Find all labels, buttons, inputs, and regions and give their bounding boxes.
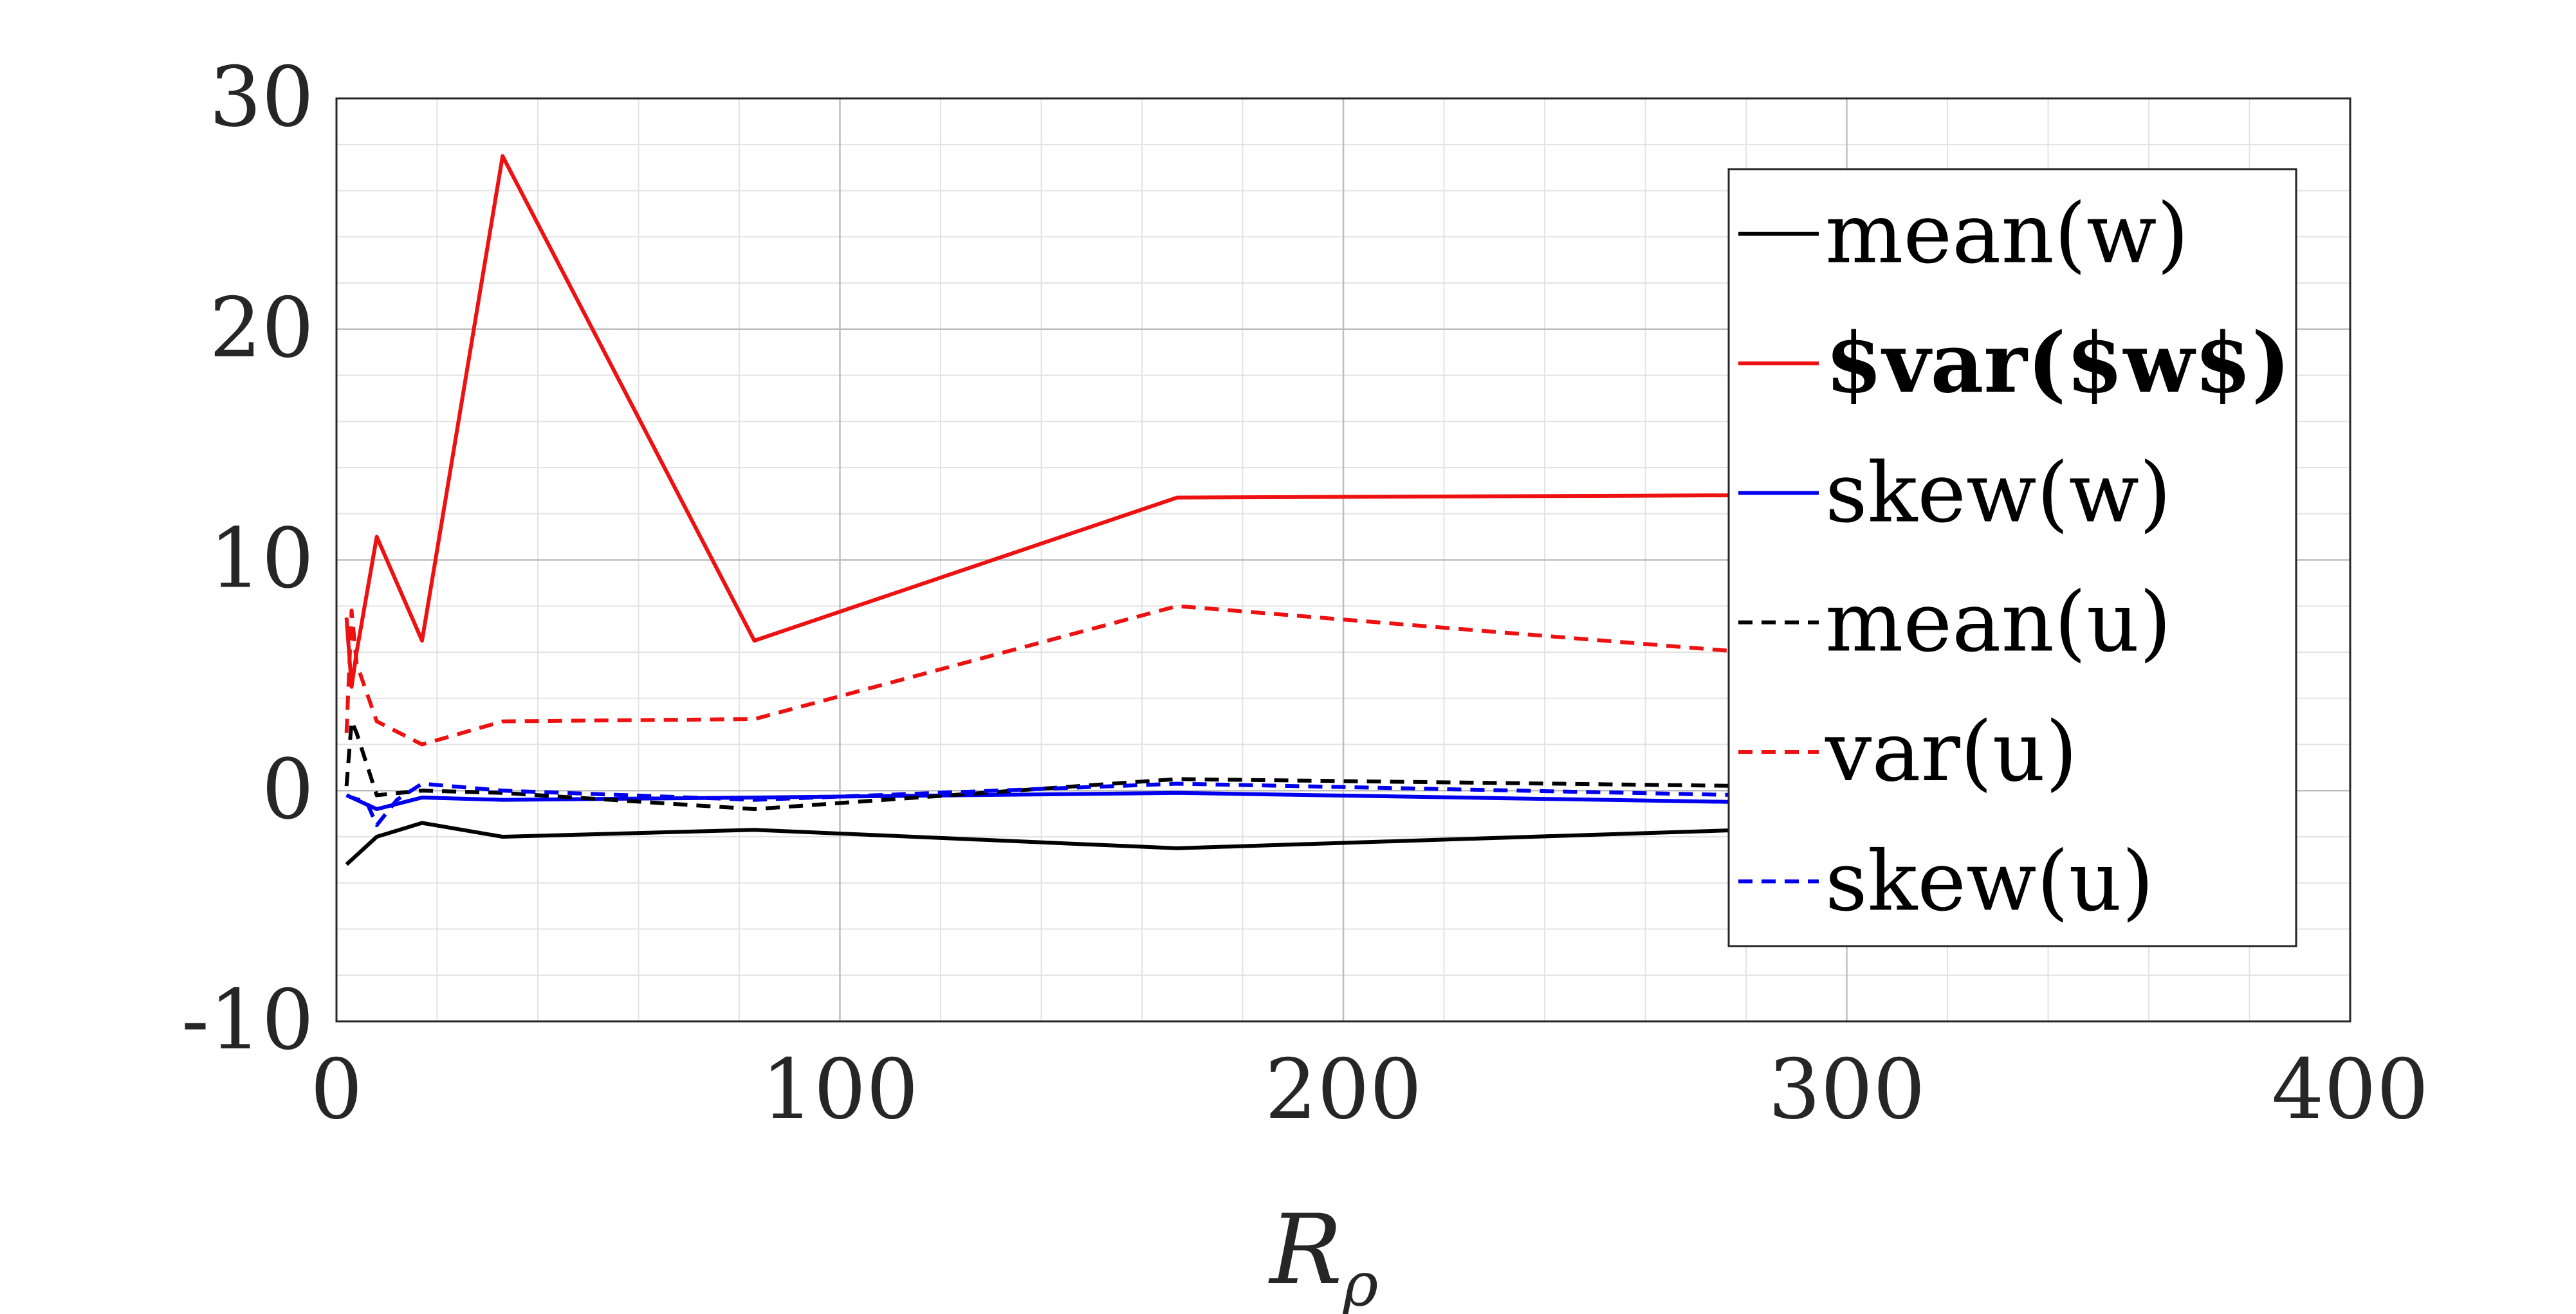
legend-label-4: mean(u) (1825, 575, 2171, 671)
x-tick-label: 0 (310, 1042, 362, 1138)
series-line-2 (344, 154, 1747, 689)
x-tick-label: 200 (1265, 1042, 1422, 1138)
y-tick-label: -10 (181, 972, 314, 1068)
x-axis-label-subscript: ρ (1342, 1250, 1379, 1314)
series-line-4 (344, 719, 1747, 811)
plot-frame (335, 97, 2351, 1023)
x-axis-label: Rρ (1268, 1194, 1379, 1314)
y-tick-label: 20 (209, 280, 314, 376)
series-line-6 (345, 781, 1747, 828)
legend-label-6: skew(u) (1825, 834, 2154, 929)
legend-label-1: mean(w) (1825, 187, 2189, 282)
legend-label-3: skew(w) (1825, 445, 2171, 541)
series-layer (344, 154, 1747, 866)
legend: mean(w) $var($w$) skew(w) mean(u) var(u) skew… (1727, 168, 2297, 947)
y-tick-label: 10 (209, 511, 314, 607)
legend-label-2: $var($w$) (1825, 315, 2290, 412)
x-tick-label: 400 (2272, 1042, 2429, 1138)
legend-box (1727, 168, 2297, 947)
x-axis-label-main: R (1268, 1194, 1343, 1306)
series-line-1 (345, 821, 1747, 866)
y-tick-label: 0 (262, 742, 314, 837)
legend-label-5: var(u) (1825, 704, 2077, 800)
x-tick-label: 100 (761, 1042, 918, 1138)
series-line-5 (344, 604, 1747, 747)
y-tick-label: 30 (209, 50, 314, 145)
x-tick-label: 300 (1768, 1042, 1925, 1138)
